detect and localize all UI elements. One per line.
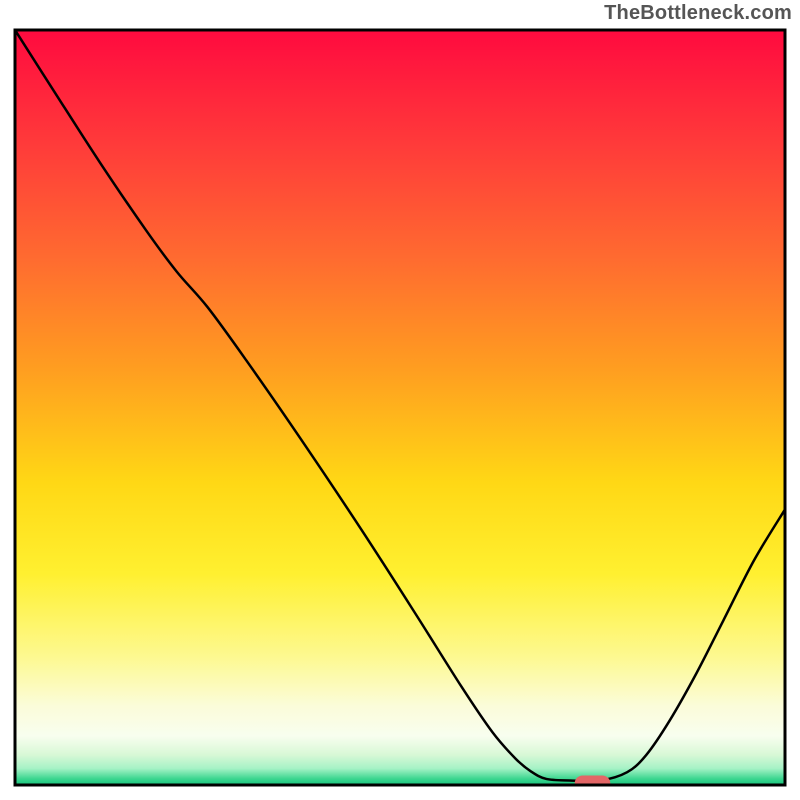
watermark-text: TheBottleneck.com — [604, 2, 792, 25]
plot-background — [15, 30, 785, 785]
chart-container: { "watermark": { "text": "TheBottleneck.… — [0, 0, 800, 800]
bottleneck-chart — [0, 0, 800, 800]
optimum-marker — [575, 776, 610, 791]
